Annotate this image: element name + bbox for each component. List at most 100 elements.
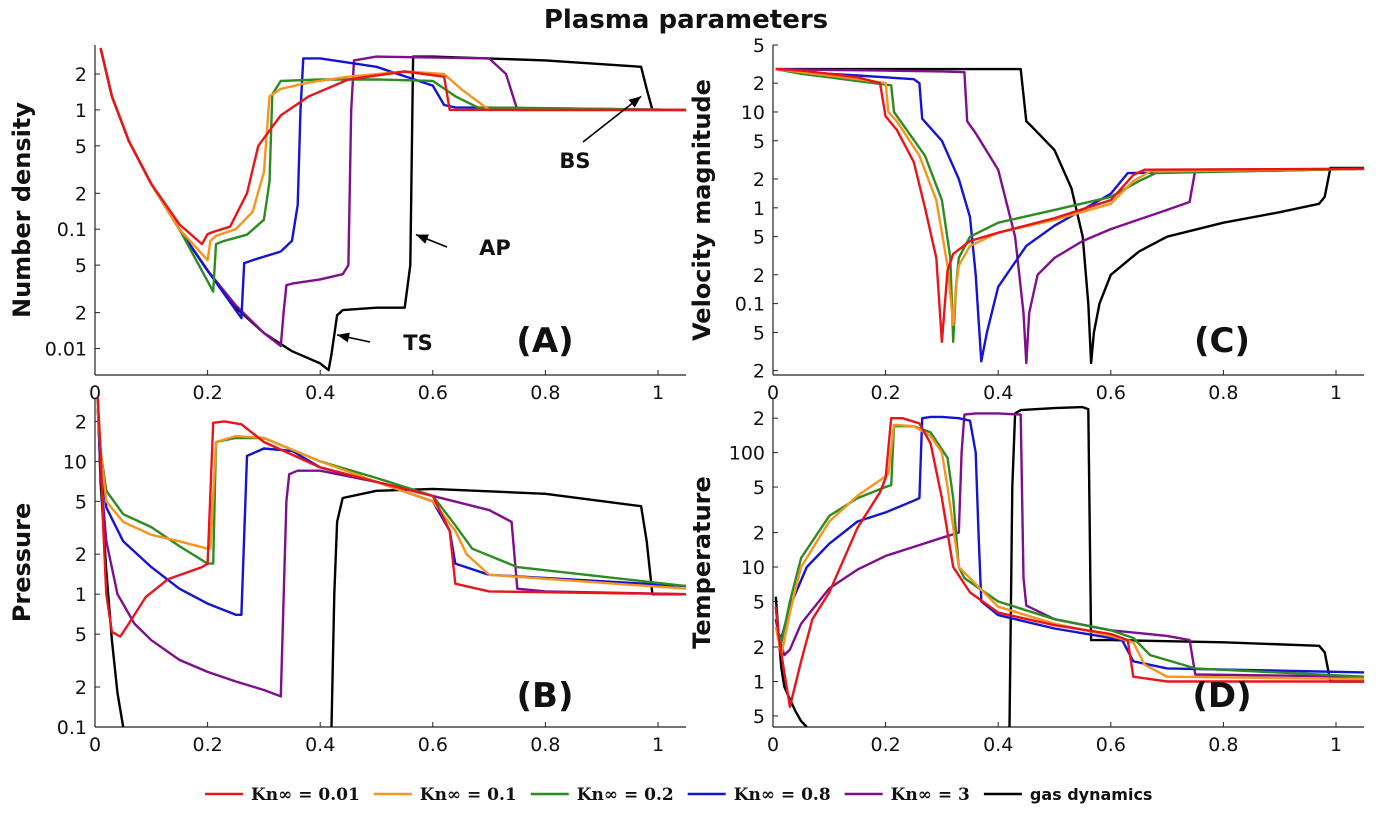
series-line	[99, 47, 687, 293]
x-tick-label: 1	[652, 382, 664, 404]
y-tick-label: 2	[753, 637, 765, 659]
y-tick-label: 2	[75, 411, 87, 433]
y-axis-label: Velocity magnitude	[688, 79, 716, 341]
x-tick-label: 1	[1330, 382, 1342, 404]
x-tick-label: 0.8	[1208, 734, 1238, 756]
y-axis-label: Pressure	[8, 503, 36, 622]
panel-b: 0 0.2 0.4 0.6 0.8 1 0.1 2 5 1 2 5 10 2 Pressure (B)	[8, 397, 687, 756]
y-tick-label: 2	[753, 73, 765, 95]
series-line	[775, 67, 1365, 365]
series-line	[774, 423, 1365, 681]
x-tick-label: 0.2	[192, 734, 222, 756]
annotation-label: TS	[403, 331, 432, 355]
y-tick-label: 1	[753, 198, 765, 220]
x-tick-label: 0.4	[305, 382, 335, 404]
x-tick-label: 0.8	[530, 734, 560, 756]
x-tick-label: 0.6	[418, 382, 448, 404]
x-tick-label: 0.2	[870, 734, 900, 756]
annotation-arrow	[582, 95, 642, 143]
x-tick-label: 0.2	[870, 382, 900, 404]
y-tick-label: 100	[729, 443, 765, 465]
legend-label: Kn∞ = 0.8	[734, 785, 831, 805]
y-axis-label: Temperature	[688, 476, 716, 649]
x-tick-label: 1	[652, 734, 664, 756]
y-tick-label: 1	[75, 100, 87, 122]
y-tick-label: 5	[75, 255, 87, 277]
x-tick-label: 0.4	[983, 382, 1013, 404]
panel-c: 0 0.2 0.4 0.6 0.8 1 2 5 0.1 2 5 1 2 5 10 2 5 Velocity mag…	[688, 35, 1365, 404]
y-tick-label: 0.1	[57, 717, 87, 739]
x-tick-label: 0	[767, 734, 779, 756]
x-tick-label: 0.4	[305, 734, 335, 756]
legend-label: Kn∞ = 0.2	[577, 785, 674, 805]
y-tick-label: 2	[75, 677, 87, 699]
series-line	[96, 408, 687, 590]
x-tick-label: 0.8	[1208, 382, 1238, 404]
y-tick-label: 2	[75, 544, 87, 566]
y-tick-label: 5	[753, 706, 765, 728]
legend-label: Kn∞ = 0.1	[420, 785, 517, 805]
series-line	[1008, 405, 1365, 727]
series-line	[774, 412, 1365, 678]
x-tick-label: 0	[767, 382, 779, 404]
x-tick-label: 0.6	[1096, 382, 1126, 404]
y-tick-label: 10	[741, 557, 765, 579]
legend: Kn∞ = 0.01 Kn∞ = 0.1 Kn∞ = 0.2 Kn∞ = 0.8 Kn∞…	[205, 785, 1152, 805]
panel-label: (A)	[516, 321, 573, 361]
y-tick-label: 0.1	[735, 294, 765, 316]
annotation-arrowhead	[628, 96, 642, 108]
y-tick-label: 5	[753, 477, 765, 499]
series-line	[96, 408, 687, 698]
y-tick-label: 2	[753, 265, 765, 287]
series-line	[330, 487, 687, 727]
x-tick-label: 0.6	[418, 734, 448, 756]
series-line	[96, 408, 687, 616]
panel-label: (C)	[1194, 321, 1250, 361]
annotation-label: BS	[559, 149, 590, 173]
y-tick-label: 2	[753, 408, 765, 430]
y-tick-label: 2	[753, 523, 765, 545]
y-tick-label: 5	[753, 322, 765, 344]
series-line	[99, 47, 687, 348]
y-tick-label: 2	[75, 303, 87, 325]
x-tick-label: 0.6	[1096, 734, 1126, 756]
y-tick-label: 0.1	[57, 219, 87, 241]
y-tick-label: 2	[753, 361, 765, 383]
annotation-arrowhead	[415, 234, 429, 244]
series-line	[775, 67, 1365, 363]
series-line	[99, 47, 687, 320]
y-tick-label: 5	[75, 491, 87, 513]
series-line	[775, 67, 1365, 365]
series-line	[774, 417, 1365, 708]
series-line	[775, 67, 1365, 343]
series-line	[775, 67, 1365, 343]
x-tick-label: 0.2	[192, 382, 222, 404]
figure-title: Plasma parameters	[544, 5, 828, 35]
series-line	[96, 397, 687, 638]
y-tick-label: 2	[75, 64, 87, 86]
x-tick-label: 0.8	[530, 382, 560, 404]
series-line	[774, 415, 1365, 674]
x-tick-label: 0	[89, 734, 101, 756]
series-line	[99, 47, 687, 246]
y-tick-label: 1	[75, 584, 87, 606]
annotation-label: AP	[479, 236, 511, 260]
y-tick-label: 5	[753, 131, 765, 153]
y-tick-label: 10	[741, 102, 765, 124]
legend-label: Kn∞ = 0.01	[251, 785, 360, 805]
series-line	[96, 408, 687, 588]
legend-label: Kn∞ = 3	[891, 785, 970, 805]
series-line	[774, 425, 1365, 678]
annotation-arrowhead	[337, 332, 350, 343]
y-tick-label: 0.01	[45, 339, 87, 361]
x-tick-label: 0.4	[983, 734, 1013, 756]
panel-label: (D)	[1192, 676, 1251, 716]
y-tick-label: 1	[753, 671, 765, 693]
series-line	[775, 67, 1365, 327]
y-tick-label: 5	[753, 35, 765, 57]
y-tick-label: 2	[753, 169, 765, 191]
y-tick-label: 10	[63, 451, 87, 473]
legend-label: gas dynamics	[1030, 785, 1153, 804]
